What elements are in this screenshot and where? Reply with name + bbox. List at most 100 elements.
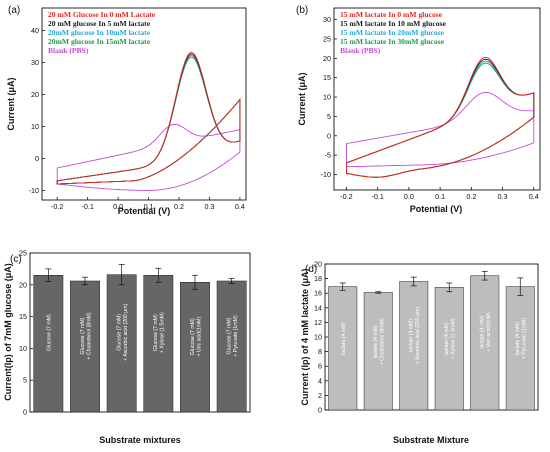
bar-label: Glucose (7 mM) — [153, 314, 159, 351]
series-line — [56, 123, 241, 191]
y-tick-label: 16 — [314, 289, 322, 298]
panel-label: (b) — [296, 5, 308, 16]
series-line — [346, 60, 535, 178]
y-tick-label: 5 — [23, 376, 27, 385]
bar-label: + Uric acid(1mM) — [486, 312, 492, 352]
bar-label: Glucose (7 mM) — [190, 318, 196, 355]
bar-label: + Ascorbic acid (200 μm) — [123, 303, 129, 361]
legend-entry: 20mM glucose In 10mM lactate — [48, 28, 151, 37]
y-tick-label: 10 — [19, 344, 27, 353]
y-tick-label: 40 — [31, 26, 39, 35]
y-tick-label: 20 — [31, 90, 39, 99]
x-tick-label: 0.0 — [404, 192, 414, 201]
bar-label: + Xylose (1.5mM) — [160, 312, 166, 353]
legend-entry: 15 mM lactate In 0 mM glucose — [340, 10, 443, 19]
x-tick-label: 0.2 — [466, 192, 476, 201]
y-tick-label: 12 — [314, 318, 322, 327]
bar — [470, 275, 500, 411]
x-axis-label: Potential (V) — [118, 206, 171, 216]
bar-label: Glucose (7 mM) — [80, 317, 86, 354]
y-tick-label: 10 — [314, 333, 322, 342]
bar-label: + Cholesterol (8mM) — [86, 312, 92, 359]
panel-label: (d) — [305, 264, 317, 275]
y-axis-label: Current(Ip) of 7mM glucose (μA) — [3, 263, 13, 401]
x-tick-label: -0.2 — [340, 192, 352, 201]
x-tick-label: 0.2 — [174, 202, 184, 211]
axes-frame — [41, 7, 247, 201]
y-tick-label: 5 — [327, 112, 331, 121]
y-tick-label: 14 — [314, 303, 322, 312]
y-tick-label: 15 — [19, 312, 27, 321]
bar-label: Glucose (7 mM) — [226, 317, 232, 354]
bar — [70, 280, 100, 413]
bar-label: lactate (4 mM) — [444, 322, 450, 355]
series-line — [346, 56, 535, 178]
bar-label: + Ascorbic acid (200 μm) — [415, 307, 421, 365]
bar-label: Glucose (7 mM) — [116, 314, 122, 351]
series-line — [56, 51, 241, 185]
bar — [143, 275, 174, 413]
x-tick-label: 0.0 — [113, 202, 123, 211]
bar — [434, 287, 464, 411]
legend-entry: 20 mM glucose In 5 mM lactate — [48, 19, 151, 28]
legend-entry: Blank (PBS) — [48, 46, 89, 55]
bar-label: + Cholesterol (8mM) — [380, 318, 386, 365]
y-tick-label: -10 — [321, 170, 331, 179]
bar — [399, 281, 429, 411]
y-tick-label: 0 — [23, 408, 27, 417]
series-line — [346, 62, 535, 178]
y-tick-label: 0 — [318, 406, 322, 415]
x-axis-label: Substrate mixtures — [99, 435, 181, 445]
y-tick-label: 10 — [31, 122, 39, 131]
y-tick-label: -10 — [29, 186, 39, 195]
bar-label: lactate (4 mM) — [341, 322, 347, 355]
legend-entry: 20mM glucose In 15mM lactate — [48, 37, 151, 46]
y-tick-label: 0 — [35, 154, 39, 163]
bar-label: lactate (4 mM) — [480, 315, 486, 348]
y-tick-label: -5 — [325, 151, 331, 160]
y-axis-label: Current (μA) — [297, 72, 307, 125]
legend-entry: Blank (PBS) — [340, 46, 381, 55]
bar-label: lactate (4 mM) — [515, 322, 521, 355]
bar — [106, 274, 137, 413]
y-tick-label: 6 — [318, 362, 322, 371]
y-tick-label: 25 — [19, 249, 27, 258]
legend-entry: 15 mM lactate In 10 mM glucose — [340, 19, 446, 28]
series-line — [346, 91, 535, 168]
bar-label: + Xylose (1.5mM) — [451, 318, 457, 359]
bar-label: + Pyruvate (1mM) — [522, 317, 528, 359]
y-tick-label: 20 — [19, 280, 27, 289]
bar-label: + Uric acid(1mM) — [196, 317, 202, 357]
bar-label: lactate (4 mM) — [409, 319, 415, 352]
legend-entry: 15 mM lactate In 20mM glucose — [340, 28, 445, 37]
bar — [328, 286, 358, 411]
x-tick-label: -0.1 — [81, 202, 93, 211]
x-tick-label: -0.1 — [372, 192, 384, 201]
bar-label: lactate (4 mM) — [373, 325, 379, 358]
x-tick-label: 0.1 — [435, 192, 445, 201]
x-tick-label: 0.3 — [498, 192, 508, 201]
legend-entry: 15 mM lactate In 30mM glucose — [340, 37, 445, 46]
y-tick-label: 30 — [31, 58, 39, 67]
y-tick-label: 30 — [323, 15, 331, 24]
y-tick-label: 15 — [323, 73, 331, 82]
axes-frame — [29, 252, 251, 413]
y-axis-label: Current (μA) — [6, 77, 16, 130]
x-axis-label: Substrate Mixture — [393, 435, 469, 445]
y-tick-label: 4 — [318, 376, 322, 385]
series-line — [346, 58, 535, 178]
axes-frame — [333, 7, 541, 191]
bar — [180, 282, 210, 413]
x-tick-label: -0.2 — [51, 202, 63, 211]
x-tick-label: 0.4 — [235, 202, 245, 211]
bar-label: + Pyruvate (1mM) — [233, 315, 239, 357]
y-tick-label: 10 — [323, 93, 331, 102]
bar — [363, 292, 393, 411]
bar-label: Glucose (7 mM) — [46, 314, 52, 351]
y-tick-label: 0 — [327, 131, 331, 140]
x-tick-label: 0.1 — [144, 202, 154, 211]
panel-1: -0.2 -0.1 0.0 0.1 0.2 0.3 0.4 -10 -5 0 5 10 15 20 25 30… — [296, 5, 541, 214]
y-tick-label: 18 — [314, 274, 322, 283]
